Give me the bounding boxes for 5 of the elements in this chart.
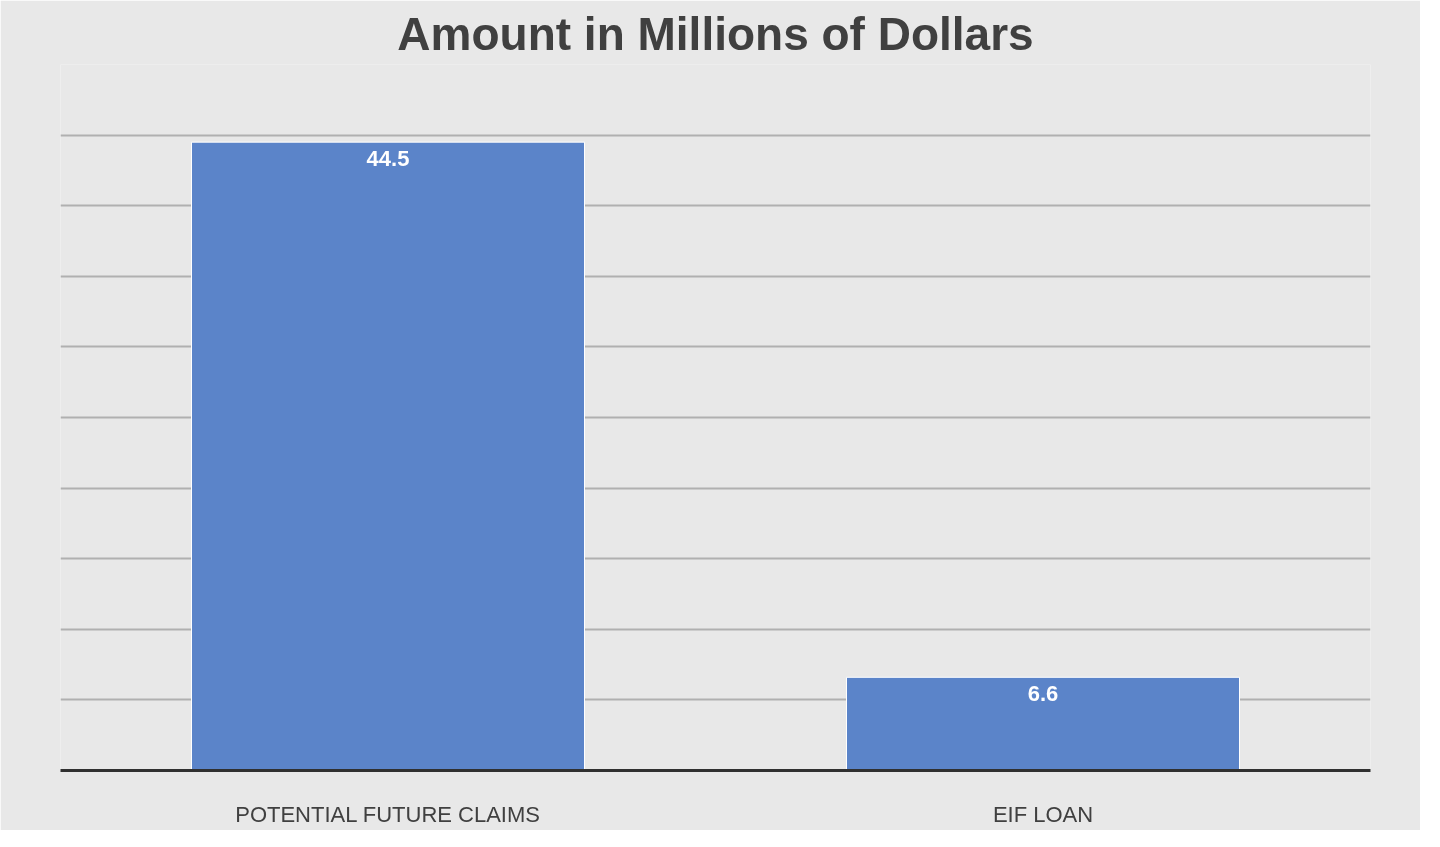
data-label: 6.6 — [1027, 680, 1059, 706]
chart-title: Amount in Millions of Dollars — [397, 7, 1034, 60]
data-label: 44.5 — [366, 145, 410, 171]
x-tick-label: POTENTIAL FUTURE CLAIMS — [235, 801, 540, 827]
x-tick-label: EIF LOAN — [992, 801, 1094, 827]
